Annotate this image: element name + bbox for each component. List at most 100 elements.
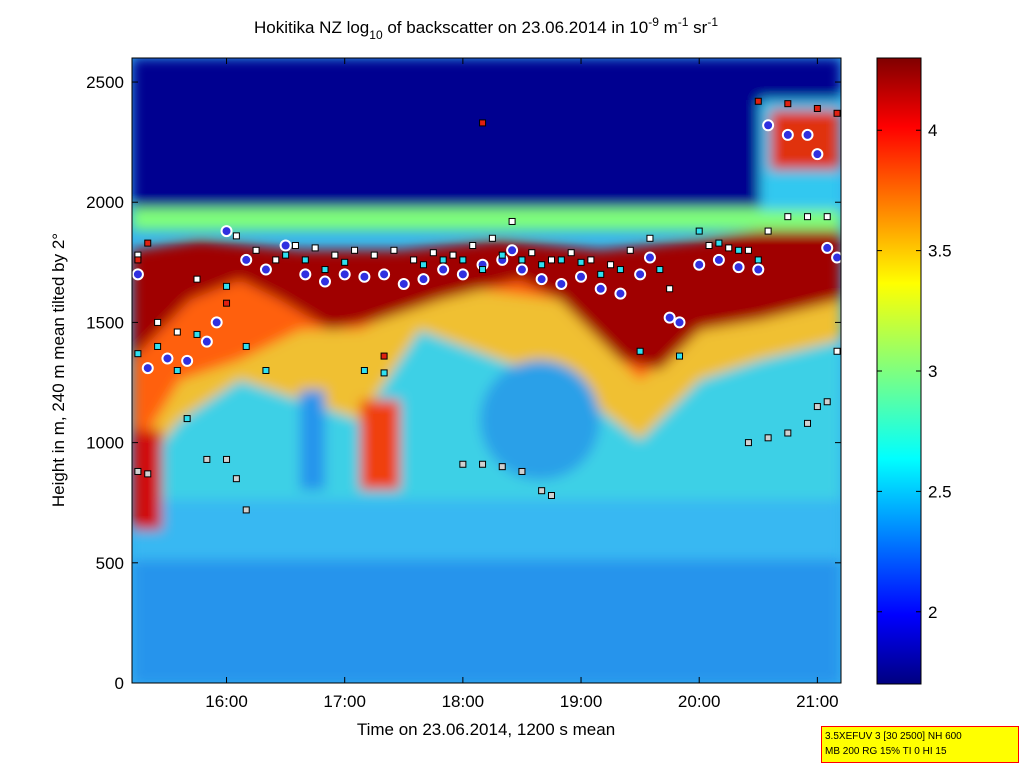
- info-line-2: MB 200 RG 15% TI 0 HI 15: [825, 746, 947, 757]
- cyan-square-marker: [419, 261, 427, 269]
- red-square-marker: [380, 352, 388, 360]
- cyan-square-marker: [676, 352, 684, 360]
- x-tick-label: 21:00: [796, 692, 839, 711]
- black-square-marker: [764, 434, 772, 442]
- cloud-base-marker: [358, 270, 371, 283]
- cloud-base-marker: [673, 316, 686, 329]
- cyan-square-marker: [557, 256, 565, 264]
- y-tick-label: 1500: [86, 313, 124, 332]
- colorbar-tick-label: 3: [928, 362, 937, 381]
- white-square-marker: [764, 227, 772, 235]
- cyan-square-marker: [597, 270, 605, 278]
- white-square-marker: [449, 251, 457, 259]
- cyan-square-marker: [518, 256, 526, 264]
- cyan-square-marker: [301, 256, 309, 264]
- detection-markers: [132, 97, 841, 514]
- black-square-marker: [232, 475, 240, 483]
- cloud-base-marker: [732, 261, 745, 274]
- y-axis-label: Height in m, 240 m mean tilted by 2°: [49, 233, 68, 507]
- black-square-marker: [547, 492, 555, 499]
- cloud-base-marker: [338, 268, 351, 281]
- cloud-base-marker: [240, 253, 253, 266]
- cloud-base-marker: [319, 275, 332, 288]
- cloud-base-marker: [831, 251, 841, 264]
- black-square-marker: [223, 455, 231, 463]
- black-square-marker: [134, 467, 142, 475]
- cyan-square-marker: [616, 266, 624, 274]
- cloud-base-marker: [378, 268, 391, 281]
- cyan-square-marker: [341, 258, 349, 266]
- cloud-base-marker: [693, 258, 706, 271]
- x-axis-label: Time on 23.06.2014, 1200 s mean: [357, 720, 615, 739]
- white-square-marker: [154, 318, 162, 326]
- cyan-square-marker: [695, 227, 703, 235]
- cyan-square-marker: [134, 350, 142, 358]
- info-line-1: 3.5XEFUV 3 [30 2500] NH 600: [825, 731, 962, 742]
- red-square-marker: [223, 299, 231, 307]
- y-axis: 0 500 1000 1500 2000 2500: [86, 73, 841, 693]
- cyan-square-marker: [183, 415, 191, 423]
- x-axis: 16:00 17:00 18:00 19:00 20:00 21:00: [205, 58, 839, 711]
- red-square-marker: [144, 239, 152, 247]
- cloud-base-marker: [614, 287, 627, 300]
- cloud-base-marker: [417, 273, 430, 286]
- cyan-square-marker: [193, 330, 201, 338]
- black-square-marker: [538, 487, 546, 495]
- cyan-square-marker: [282, 251, 290, 259]
- cloud-base-marker: [132, 268, 144, 281]
- white-square-marker: [528, 249, 536, 257]
- colorbar-tick-label: 3.5: [928, 242, 952, 261]
- cloud-base-marker: [752, 263, 765, 276]
- x-tick-label: 20:00: [678, 692, 721, 711]
- white-square-marker: [469, 242, 477, 249]
- cloud-base-marker: [181, 354, 194, 367]
- white-square-marker: [547, 256, 555, 264]
- cloud-base-marker: [200, 335, 213, 348]
- cyan-square-marker: [656, 266, 664, 274]
- black-square-marker: [242, 506, 250, 514]
- black-square-marker: [144, 470, 152, 478]
- white-square-marker: [351, 246, 359, 254]
- cloud-base-marker: [781, 128, 794, 141]
- white-square-marker: [567, 249, 575, 257]
- cloud-base-marker: [712, 253, 725, 266]
- red-square-marker: [479, 119, 487, 127]
- cyan-square-marker: [321, 266, 329, 274]
- settings-info-box: 3.5XEFUV 3 [30 2500] NH 600 MB 200 RG 15…: [821, 726, 1019, 763]
- black-square-marker: [459, 460, 467, 468]
- white-square-marker: [784, 213, 792, 221]
- cyan-square-marker: [154, 342, 162, 350]
- x-tick-label: 19:00: [560, 692, 603, 711]
- cloud-base-marker: [456, 268, 469, 281]
- cloud-base-marker: [663, 311, 676, 324]
- cloud-base-marker: [762, 119, 775, 132]
- white-square-marker: [587, 256, 595, 264]
- y-tick-label: 2000: [86, 193, 124, 212]
- cloud-base-marker: [259, 263, 272, 276]
- cyan-square-marker: [577, 258, 585, 266]
- white-square-marker: [823, 213, 831, 221]
- x-tick-label: 17:00: [323, 692, 366, 711]
- cyan-square-marker: [242, 342, 250, 350]
- black-square-marker: [813, 403, 821, 411]
- white-square-marker: [193, 275, 201, 283]
- colorbar-tick-label: 4: [928, 121, 937, 140]
- black-square-marker: [804, 419, 812, 427]
- cloud-base-marker: [811, 148, 824, 161]
- red-square-marker: [813, 104, 821, 112]
- cyan-square-marker: [735, 246, 743, 254]
- x-tick-label: 16:00: [205, 692, 248, 711]
- x-tick-label: 18:00: [442, 692, 485, 711]
- cyan-square-marker: [636, 347, 644, 355]
- cyan-square-marker: [715, 239, 723, 247]
- white-square-marker: [705, 242, 713, 249]
- cloud-base-marker: [299, 268, 312, 281]
- y-tick-label: 0: [115, 674, 124, 693]
- cloud-base-marker: [141, 362, 154, 375]
- cloud-base-marker: [535, 273, 548, 286]
- cloud-base-marker: [594, 282, 607, 295]
- cloud-base-marker: [220, 225, 233, 238]
- red-square-marker: [754, 97, 762, 105]
- white-square-marker: [429, 249, 437, 257]
- white-square-marker: [666, 285, 674, 293]
